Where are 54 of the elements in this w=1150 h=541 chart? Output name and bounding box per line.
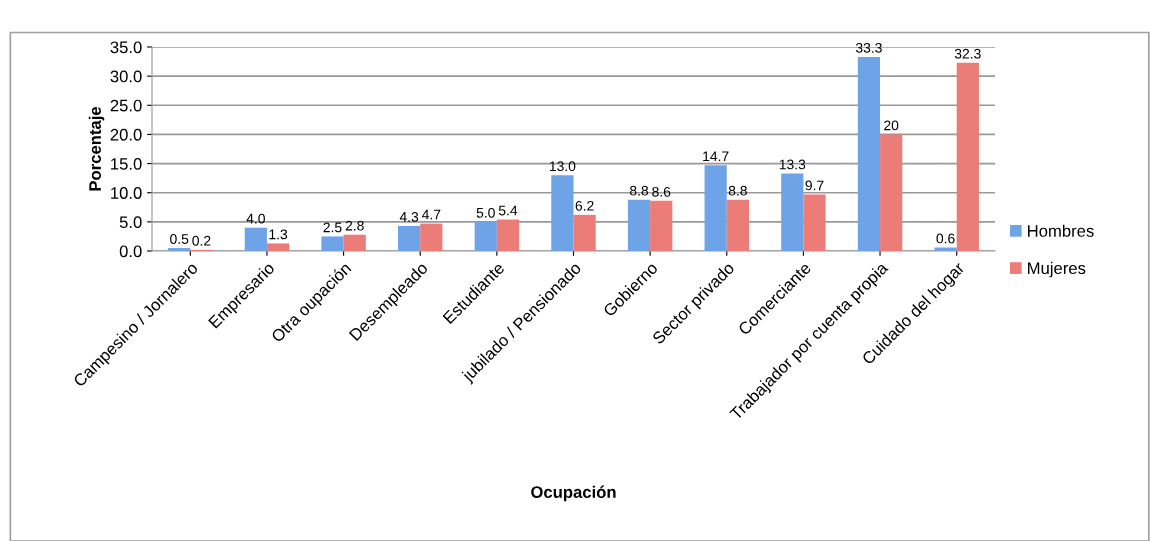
bar (857, 56, 881, 251)
data-label: 33.3 (855, 42, 882, 53)
bar (321, 236, 344, 251)
data-label: 2.5 (323, 222, 342, 233)
y-tick-label: 15.0 (111, 157, 142, 170)
data-label: 4.3 (399, 211, 419, 222)
data-label: 0.2 (192, 235, 211, 246)
data-label: 13.0 (549, 161, 576, 172)
bar (496, 219, 520, 251)
data-label: 5.4 (498, 205, 518, 216)
y-tick-label: 0.0 (119, 245, 142, 258)
bar (266, 243, 290, 251)
data-label: 8.8 (629, 185, 649, 196)
bar (573, 214, 596, 251)
bar (244, 227, 267, 251)
data-label: 14.7 (703, 151, 729, 162)
bar (398, 225, 421, 251)
x-axis-title: Ocupación (531, 485, 616, 502)
bar (168, 248, 191, 251)
legend-label: Mujeres (1028, 261, 1086, 278)
legend-label: Hombres (1028, 224, 1094, 237)
bar (704, 165, 727, 251)
y-tick-label: 5.0 (119, 216, 142, 229)
bar (650, 200, 673, 251)
y-tick-label: 20.0 (110, 128, 142, 141)
bar (343, 234, 366, 251)
data-label: 32.3 (954, 48, 981, 59)
data-label: 8.6 (652, 186, 671, 197)
bar (956, 62, 979, 251)
y-tick-label: 10.0 (111, 187, 142, 199)
data-label: 1.3 (269, 229, 288, 240)
data-label: 0.5 (170, 234, 189, 244)
data-label: 2.8 (345, 220, 364, 231)
bar (551, 175, 574, 251)
y-tick-label: 25.0 (110, 99, 142, 112)
data-label: 13.3 (779, 159, 806, 170)
y-tick-label: 35.0 (110, 41, 142, 54)
bar (474, 221, 497, 251)
bar (420, 223, 443, 251)
data-label: 5.0 (476, 207, 495, 218)
bar (880, 134, 903, 251)
data-label: 9.7 (805, 180, 824, 191)
data-label: 0.6 (936, 233, 955, 244)
data-label: 20 (884, 120, 899, 131)
y-tick-label: 30.0 (110, 70, 142, 83)
data-label: 4.0 (246, 213, 265, 224)
data-label: 8.8 (728, 185, 747, 196)
bar (781, 173, 804, 251)
y-axis-title: Porcentaje (88, 106, 105, 191)
bar (803, 194, 826, 251)
data-label: 4.7 (422, 209, 441, 220)
bar (627, 199, 651, 251)
data-label: 6.2 (575, 200, 594, 211)
bar (726, 199, 749, 251)
